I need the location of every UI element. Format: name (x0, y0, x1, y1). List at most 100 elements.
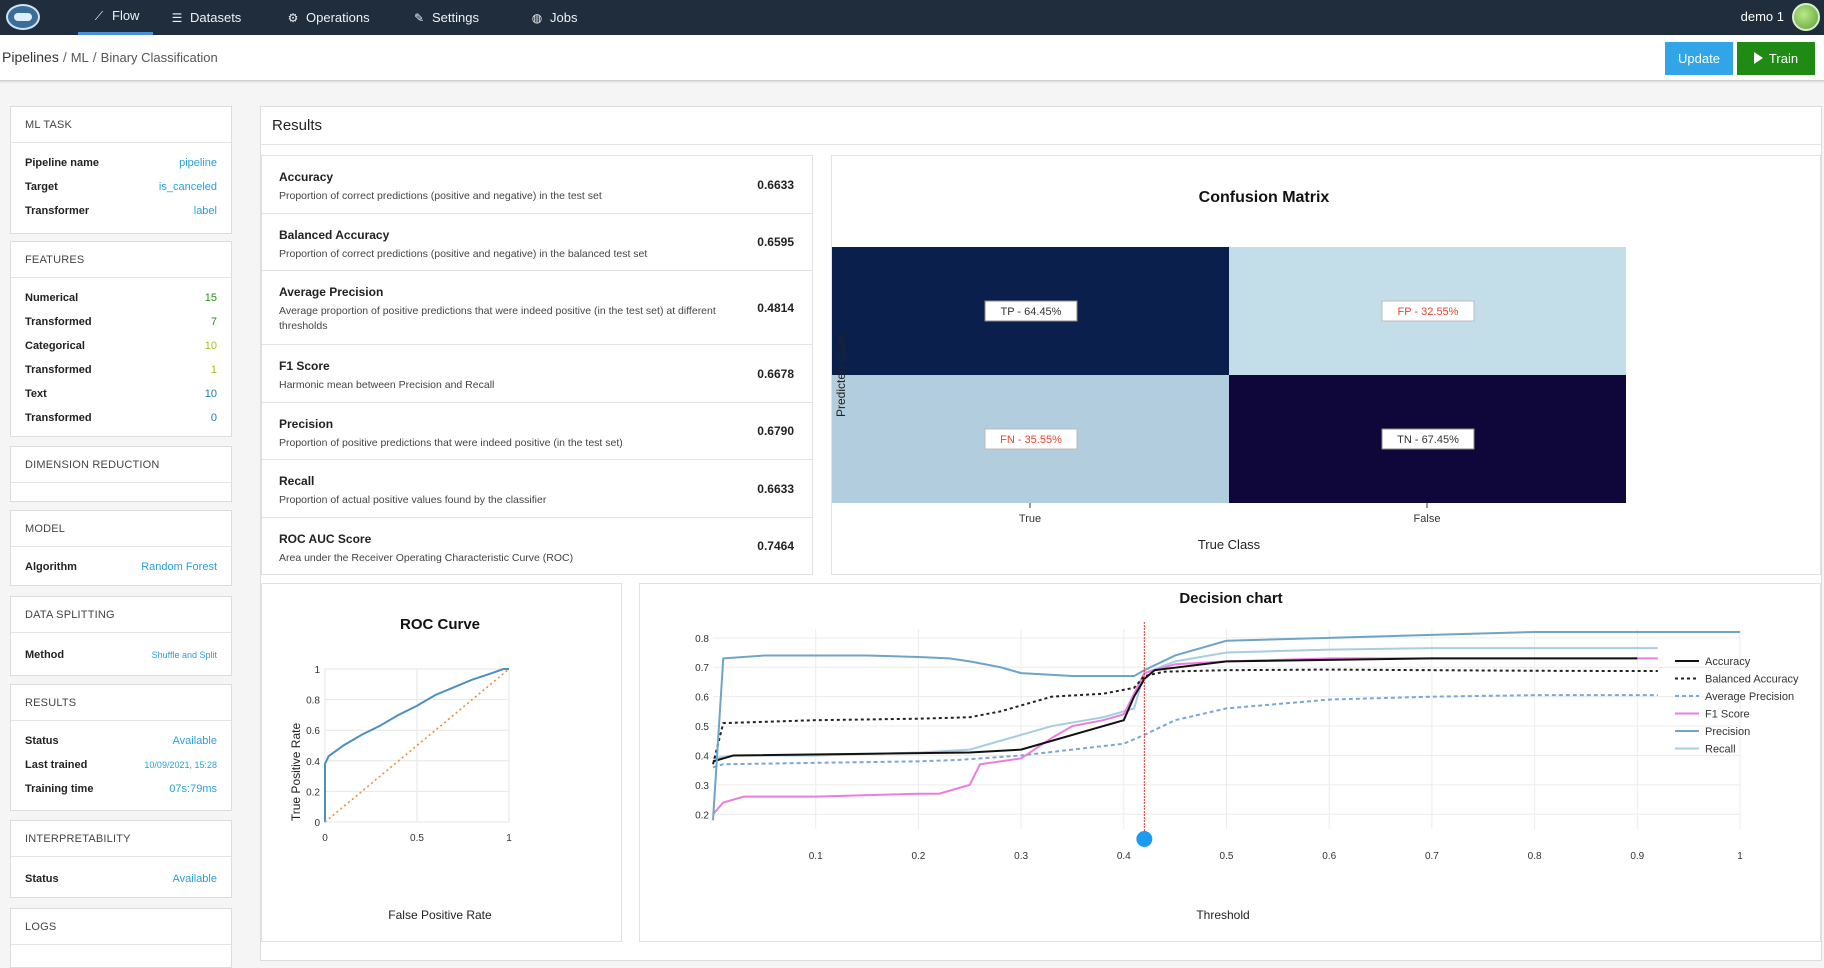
metric-accuracy: Accuracy Proportion of correct predictio… (262, 156, 812, 214)
cm-label-box-tp (984, 300, 1078, 322)
row-interp-status: Status Available (25, 873, 217, 885)
user-menu[interactable]: demo 1 (1740, 9, 1784, 24)
dimension-reduction-card: DIMENSION REDUCTION (10, 446, 232, 502)
algorithm-link[interactable]: Random Forest (141, 561, 217, 573)
tab-operations[interactable]: ⚙ Operations (272, 0, 384, 35)
avatar[interactable] (1792, 3, 1820, 31)
row-text: Text 10 (25, 388, 217, 400)
dec-legend-label: Balanced Accuracy (1705, 674, 1799, 686)
row-target: Target is_canceled (25, 181, 217, 193)
row-numerical: Numerical 15 (25, 292, 217, 304)
dec-xlabel: Threshold (1196, 908, 1249, 922)
roc-series-line (324, 668, 509, 822)
roc-curve-chart: ROC Curve False Positive Rate True Posit… (289, 616, 512, 922)
dec-ytick: 0.2 (695, 810, 709, 821)
dec-xtick: 0.4 (1117, 851, 1131, 862)
breadcrumb-pipelines[interactable]: Pipelines (2, 49, 59, 65)
dec-xtick: 1 (1737, 851, 1743, 862)
list-icon: ☰ (171, 10, 183, 25)
confusion-matrix-chart: Confusion Matrix TP - 64.45% FP - 32.55%… (832, 189, 1626, 552)
row-status: Status Available (25, 735, 217, 747)
tab-datasets[interactable]: ☰ Datasets (156, 0, 255, 35)
roc-ytick: 0.2 (306, 787, 320, 798)
globe-icon: ◍ (531, 10, 543, 25)
cm-label-fn: FN - 35.55% (1000, 434, 1062, 446)
cm-label-box-tn (1381, 428, 1475, 450)
metric-precision: Precision Proportion of positive predict… (262, 403, 812, 460)
roc-xtick: 0 (322, 833, 328, 844)
dec-xtick: 0.2 (911, 851, 925, 862)
decision-chart: Decision chart Threshold 0.1 0.2 0.3 0.4 0.5… (695, 590, 1799, 922)
card-title: DIMENSION REDUCTION (11, 447, 231, 483)
dec-xtick: 0.6 (1322, 851, 1336, 862)
dec-series-line (712, 657, 1638, 763)
row-categorical: Categorical 10 (25, 340, 217, 352)
dec-ytick: 0.4 (695, 751, 709, 762)
cm-label-tp: TP - 64.45% (1001, 306, 1062, 318)
dec-xtick: 0.7 (1425, 851, 1439, 862)
cm-title: Confusion Matrix (1199, 189, 1330, 206)
roc-xtick: 0.5 (410, 833, 424, 844)
transformer-link[interactable]: label (193, 205, 217, 217)
dec-ytick: 0.3 (695, 781, 709, 792)
metric-balanced-accuracy: Balanced Accuracy Proportion of correct … (262, 214, 812, 271)
row-numerical-transformed: Transformed 7 (25, 316, 217, 328)
metric-average-precision: Average Precision Average proportion of … (262, 271, 812, 345)
app-logo[interactable] (6, 4, 40, 30)
dec-legend-label: F1 Score (1705, 709, 1750, 721)
cm-xlabel: True Class (1198, 537, 1261, 552)
roc-ytick: 0.6 (306, 726, 320, 737)
tab-flow[interactable]: ⟋ Flow (78, 0, 154, 35)
row-method: Method Shuffle and Split (25, 649, 217, 661)
dec-xtick: 0.3 (1014, 851, 1028, 862)
play-icon (1753, 52, 1763, 64)
cm-ylabel: Predicted Class (834, 333, 848, 417)
breadcrumb-ml[interactable]: ML (70, 50, 89, 65)
card-title: RESULTS (11, 685, 231, 721)
roc-xlabel: False Positive Rate (388, 908, 492, 922)
dec-ytick: 0.7 (695, 663, 709, 674)
cm-label-fp: FP - 32.55% (1398, 306, 1459, 318)
dec-series-line (712, 694, 1658, 769)
cm-xtick-false: False (1414, 513, 1441, 525)
metric-roc-auc: ROC AUC Score Area under the Receiver Op… (279, 532, 794, 564)
dec-series-line (712, 630, 1740, 821)
roc-xtick: 1 (506, 833, 512, 844)
card-title: LOGS (11, 909, 231, 945)
roc-ytick: 0.8 (306, 696, 320, 707)
row-training-time: Training time 07s:79ms (25, 783, 217, 795)
data-splitting-card: DATA SPLITTING Method Shuffle and Split (10, 596, 232, 676)
card-title: MODEL (11, 511, 231, 547)
roc-curve-panel: ROC Curve False Positive Rate True Posit… (261, 583, 622, 942)
logs-card[interactable]: LOGS (10, 908, 232, 968)
tab-jobs[interactable]: ◍ Jobs (516, 0, 591, 35)
method-link[interactable]: Shuffle and Split (151, 650, 217, 660)
status-badge: Available (172, 873, 217, 885)
dec-legend-label: Precision (1705, 726, 1750, 738)
target-link[interactable]: is_canceled (158, 181, 217, 193)
gear-icon: ⚙ (287, 10, 299, 25)
trend-icon: ⟋ (94, 9, 104, 23)
metric-recall: Recall Proportion of actual positive val… (262, 460, 812, 518)
row-transformer: Transformer label (25, 205, 217, 217)
breadcrumb-bar: Pipelines / ML / Binary Classification Updat… (0, 35, 1824, 81)
tab-settings[interactable]: ✎ Settings (398, 0, 493, 35)
wrench-icon: ✎ (413, 10, 425, 25)
train-button[interactable]: Train (1737, 42, 1815, 75)
dec-legend-label: Average Precision (1705, 691, 1794, 703)
update-button[interactable]: Update (1665, 42, 1733, 75)
dec-xtick: 0.5 (1220, 851, 1234, 862)
dec-ytick: 0.8 (695, 634, 709, 645)
dec-ytick: 0.5 (695, 722, 709, 733)
row-categorical-transformed: Transformed 1 (25, 364, 217, 376)
dec-legend-label: Accuracy (1705, 656, 1751, 668)
pipeline-name-link[interactable]: pipeline (179, 157, 217, 169)
breadcrumb: Pipelines / ML / Binary Classification (2, 49, 218, 65)
row-pipeline-name: Pipeline name pipeline (25, 157, 217, 169)
top-navbar: ⟋ Flow ☰ Datasets ⚙ Operations ✎ Setting… (0, 0, 1824, 35)
threshold-slider-handle[interactable] (1136, 831, 1153, 847)
cm-label-tn: TN - 67.45% (1397, 434, 1459, 446)
features-card: FEATURES Numerical 15 Transformed 7 Catego… (10, 241, 232, 437)
results-title: Results (261, 107, 1821, 145)
roc-ylabel: True Positive Rate (289, 723, 303, 822)
